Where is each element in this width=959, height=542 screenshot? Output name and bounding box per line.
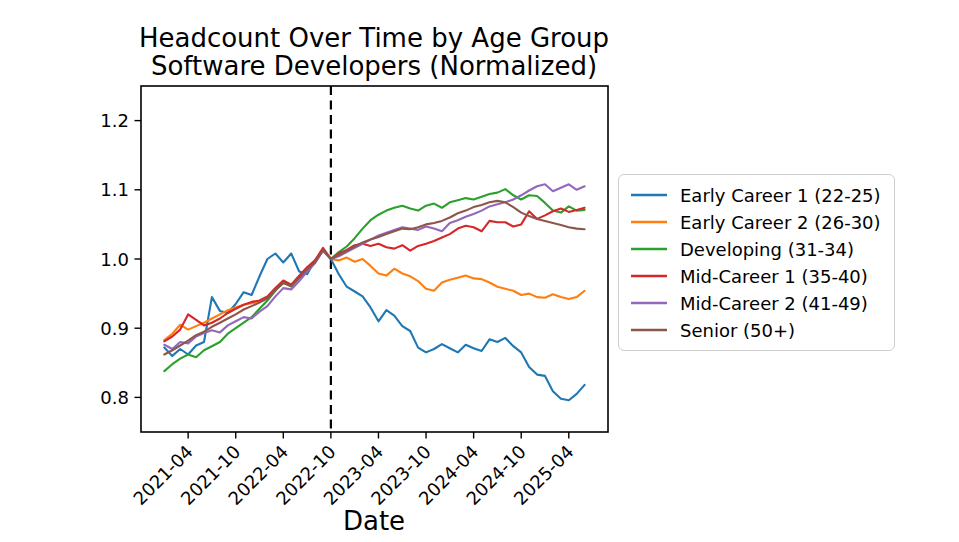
legend-item: Developing (31-34) [630, 238, 881, 260]
legend-label: Early Career 1 (22-25) [680, 185, 881, 206]
y-tick-label: 0.9 [100, 318, 129, 339]
y-tick-label: 1.0 [100, 249, 129, 270]
legend-item: Mid-Career 2 (41-49) [630, 292, 881, 314]
figure: Headcount Over Time by Age Group Softwar… [0, 0, 959, 542]
legend-item: Senior (50+) [630, 319, 881, 341]
legend-line-sample [630, 192, 668, 198]
series-line-mid-career-2-41-49 [164, 184, 584, 349]
axes-frame [141, 86, 608, 432]
legend-label: Mid-Career 2 (41-49) [680, 293, 868, 314]
y-tick-label: 1.1 [100, 179, 129, 200]
legend-line-sample [630, 300, 668, 306]
legend-item: Mid-Career 1 (35-40) [630, 265, 881, 287]
series-line-mid-career-1-35-40 [164, 208, 584, 341]
legend-item: Early Career 2 (26-30) [630, 211, 881, 233]
legend-line-sample [630, 246, 668, 252]
legend-line-sample [630, 327, 668, 333]
legend-label: Early Career 2 (26-30) [680, 212, 881, 233]
series-line-developing-31-34 [164, 189, 584, 371]
legend-line-sample [630, 219, 668, 225]
legend-label: Senior (50+) [680, 320, 795, 341]
legend-label: Developing (31-34) [680, 239, 854, 260]
y-tick-label: 0.8 [100, 387, 129, 408]
x-axis-label: Date [343, 506, 405, 536]
legend-item: Early Career 1 (22-25) [630, 184, 881, 206]
legend-line-sample [630, 273, 668, 279]
y-tick-label: 1.2 [100, 110, 129, 131]
legend-label: Mid-Career 1 (35-40) [680, 266, 868, 287]
legend: Early Career 1 (22-25) Early Career 2 (26… [618, 174, 895, 351]
